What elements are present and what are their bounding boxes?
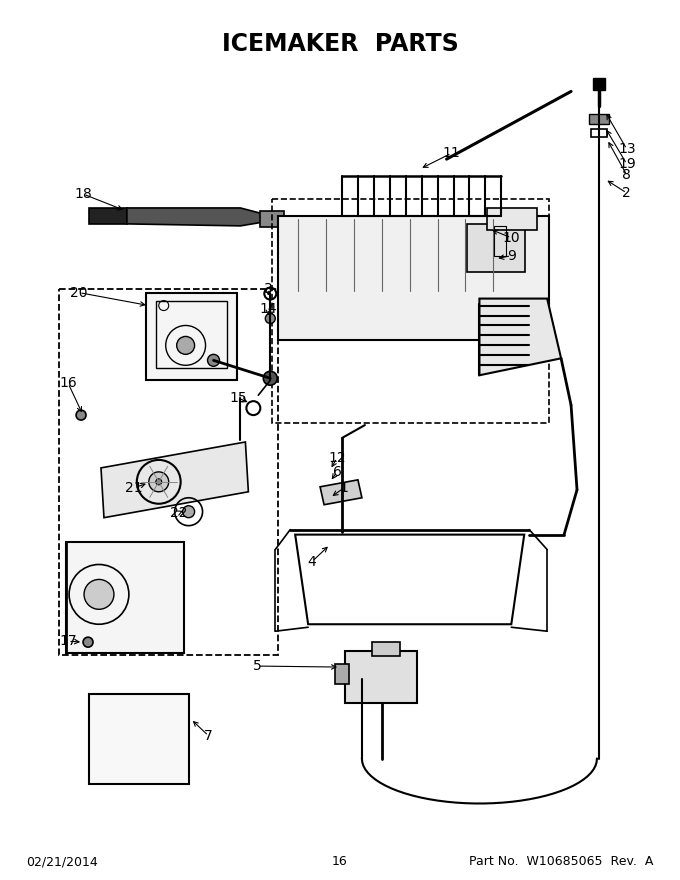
Text: Part No.  W10685065  Rev.  A: Part No. W10685065 Rev. A <box>469 855 653 869</box>
Bar <box>467 224 525 272</box>
Circle shape <box>83 637 93 647</box>
Text: 7: 7 <box>204 729 213 743</box>
Polygon shape <box>479 298 561 375</box>
Text: 12: 12 <box>328 451 346 465</box>
Text: 02/21/2014: 02/21/2014 <box>27 855 98 869</box>
Bar <box>345 651 417 703</box>
Circle shape <box>207 355 220 366</box>
Bar <box>335 664 349 684</box>
Bar <box>260 211 284 227</box>
Bar <box>591 129 607 137</box>
Text: 22: 22 <box>170 506 188 520</box>
Bar <box>488 208 537 230</box>
Circle shape <box>156 479 162 485</box>
Text: 20: 20 <box>70 286 88 299</box>
Text: 13: 13 <box>618 143 636 156</box>
Bar <box>278 216 549 341</box>
Text: 11: 11 <box>443 146 460 160</box>
Bar <box>146 293 237 380</box>
Text: 14: 14 <box>260 302 277 316</box>
Circle shape <box>149 472 169 492</box>
Bar <box>156 301 228 369</box>
Text: 19: 19 <box>618 158 636 171</box>
Text: 16: 16 <box>59 377 77 390</box>
Polygon shape <box>127 208 282 226</box>
Text: 4: 4 <box>308 554 316 568</box>
Bar <box>89 694 188 783</box>
Bar <box>372 642 400 656</box>
Text: 6: 6 <box>333 465 341 479</box>
Bar <box>59 289 278 655</box>
Text: 15: 15 <box>230 392 248 405</box>
Text: 8: 8 <box>622 168 631 182</box>
Text: ICEMAKER  PARTS: ICEMAKER PARTS <box>222 32 458 55</box>
Circle shape <box>76 410 86 420</box>
Circle shape <box>177 336 194 355</box>
Circle shape <box>265 313 275 324</box>
Text: 10: 10 <box>503 231 520 245</box>
Text: 21: 21 <box>125 480 143 495</box>
Text: 3: 3 <box>264 282 273 296</box>
Text: 5: 5 <box>253 659 262 673</box>
Circle shape <box>183 506 194 517</box>
Bar <box>494 226 507 256</box>
Text: 16: 16 <box>332 855 348 869</box>
Polygon shape <box>101 442 248 517</box>
Text: 1: 1 <box>339 480 348 495</box>
Text: 17: 17 <box>59 634 77 649</box>
Text: 18: 18 <box>74 187 92 201</box>
Bar <box>272 199 549 423</box>
Circle shape <box>263 371 277 385</box>
Bar <box>89 208 127 224</box>
Polygon shape <box>320 480 362 505</box>
Bar <box>589 114 609 124</box>
Circle shape <box>84 579 114 609</box>
Text: 2: 2 <box>622 186 631 200</box>
Text: 9: 9 <box>507 249 515 263</box>
Bar <box>66 541 184 653</box>
